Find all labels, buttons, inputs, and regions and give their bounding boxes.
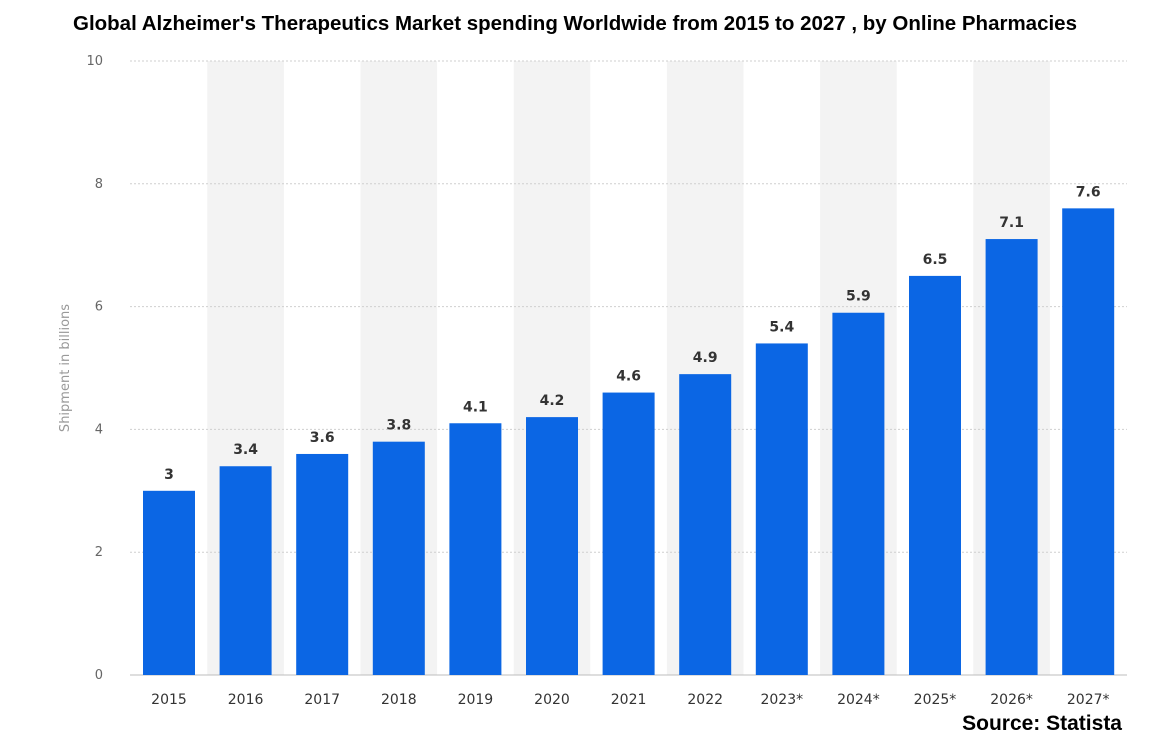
y-tick-label: 6 bbox=[95, 300, 103, 315]
data-labels: 3 3.4 3.6 3.8 4.1 4.2 4.6 4.9 5.4 5.9 6.5 7.1 7.6 bbox=[164, 184, 1100, 482]
x-axis-ticks: 2015 2016 2017 2018 2019 2020 2021 2022 2023* 202… bbox=[151, 692, 1109, 708]
data-label: 4.1 bbox=[463, 399, 488, 415]
x-tick-label: 2025* bbox=[914, 692, 957, 708]
data-label: 3 bbox=[164, 467, 174, 483]
x-tick-label: 2016 bbox=[228, 692, 264, 708]
bar bbox=[755, 343, 808, 675]
bar bbox=[526, 417, 578, 675]
data-label: 7.1 bbox=[999, 215, 1024, 231]
bars bbox=[143, 208, 1115, 676]
x-tick-label: 2021 bbox=[611, 692, 647, 708]
bar bbox=[296, 453, 349, 675]
x-tick-label: 2018 bbox=[381, 692, 417, 708]
bar bbox=[449, 423, 502, 675]
bar bbox=[372, 441, 425, 675]
y-tick-label: 8 bbox=[95, 177, 103, 192]
x-tick-label: 2020 bbox=[534, 692, 570, 708]
bar bbox=[219, 466, 272, 675]
data-label: 7.6 bbox=[1076, 184, 1101, 200]
data-label: 3.8 bbox=[386, 418, 411, 434]
data-label: 6.5 bbox=[923, 252, 948, 268]
x-tick-label: 2026* bbox=[990, 692, 1033, 708]
x-tick-label: 2019 bbox=[458, 692, 494, 708]
y-axis-ticks: 0 2 4 6 8 10 bbox=[86, 54, 103, 683]
bar bbox=[1062, 208, 1115, 676]
source-note: Source: Statista bbox=[962, 712, 1122, 735]
y-tick-label: 0 bbox=[95, 668, 103, 683]
data-label: 5.9 bbox=[846, 289, 871, 305]
y-tick-label: 2 bbox=[95, 545, 103, 560]
bar bbox=[602, 392, 655, 675]
y-tick-label: 10 bbox=[86, 54, 103, 69]
bar bbox=[909, 275, 961, 675]
y-axis-label: Shipment in billions bbox=[58, 304, 73, 432]
data-label: 4.9 bbox=[693, 350, 718, 366]
data-label: 5.4 bbox=[769, 319, 794, 335]
x-tick-label: 2022 bbox=[687, 692, 723, 708]
chart-title: Global Alzheimer's Therapeutics Market s… bbox=[73, 12, 1077, 35]
bar bbox=[832, 312, 885, 675]
data-label: 4.2 bbox=[540, 393, 565, 409]
x-tick-label: 2017 bbox=[304, 692, 340, 708]
x-tick-label: 2015 bbox=[151, 692, 187, 708]
bar bbox=[143, 490, 195, 675]
x-tick-label: 2024* bbox=[837, 692, 880, 708]
bar bbox=[985, 239, 1038, 675]
data-label: 4.6 bbox=[616, 369, 641, 385]
bar bbox=[679, 374, 732, 675]
data-label: 3.6 bbox=[310, 430, 335, 446]
data-label: 3.4 bbox=[233, 442, 258, 458]
y-tick-label: 4 bbox=[95, 422, 103, 437]
x-tick-label: 2023* bbox=[760, 692, 803, 708]
x-tick-label: 2027* bbox=[1067, 692, 1110, 708]
